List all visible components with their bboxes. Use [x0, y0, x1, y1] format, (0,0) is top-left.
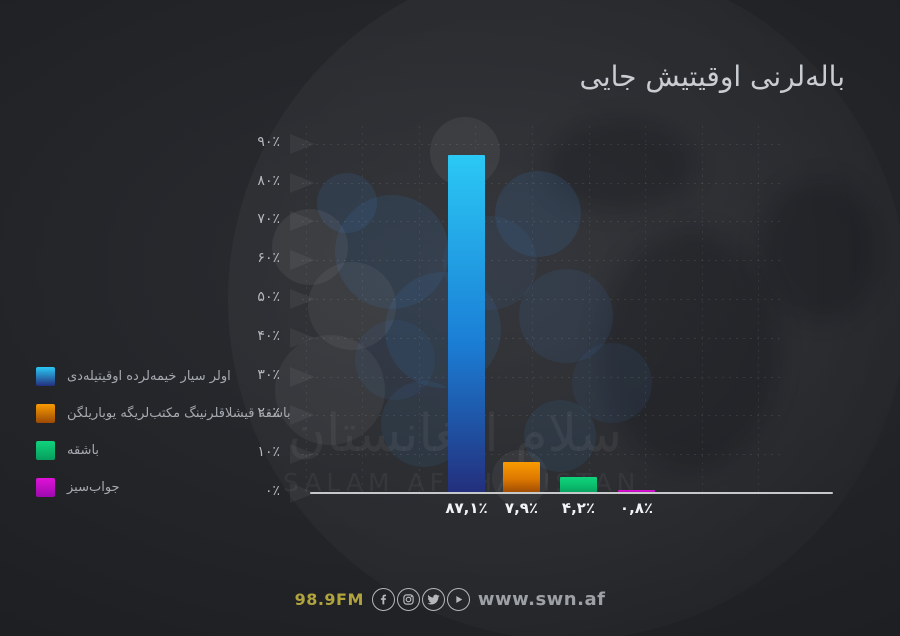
bubble-decoration — [519, 269, 613, 363]
legend-swatch — [36, 440, 55, 460]
map-landmass-shape — [600, 230, 780, 470]
y-axis-arrow-icon — [290, 288, 315, 309]
gridline-vertical — [418, 126, 420, 493]
facebook-icon — [371, 588, 395, 611]
bar — [618, 489, 655, 493]
y-axis-arrow-icon — [290, 444, 315, 465]
y-tick-label: ٣٠٪ — [257, 366, 280, 383]
legend-label: باشقه قیشلاقلرنینگ مکتب‌لریگه یوباریلگن — [67, 405, 291, 421]
legend-item: باشقه — [36, 440, 99, 460]
bubble-decoration — [275, 335, 385, 445]
bar — [503, 462, 540, 493]
map-landmass-shape — [760, 180, 880, 320]
y-tick-label: ٧٠٪ — [257, 211, 280, 228]
play-icon — [446, 588, 470, 611]
legend-item: جواب‌سیز — [36, 477, 120, 497]
y-tick-label: ٠٪ — [264, 483, 280, 499]
bubble-decoration — [308, 262, 396, 350]
legend-label: اولر سیار خیمه‌لرده اوقیتیله‌دی — [67, 368, 231, 384]
gridline-vertical — [758, 126, 760, 493]
gridline-horizontal — [302, 298, 780, 300]
gridline-vertical — [701, 126, 703, 493]
bubble-decoration — [572, 343, 652, 423]
y-tick-label: ۴٠٪ — [257, 327, 280, 344]
map-landmass-shape — [545, 120, 695, 210]
instagram-icon — [396, 588, 420, 611]
y-axis-arrow-icon — [290, 211, 315, 232]
y-tick-label: ٢٠٪ — [257, 405, 280, 422]
bubble-decoration — [355, 320, 435, 400]
legend-item: اولر سیار خیمه‌لرده اوقیتیله‌دی — [36, 366, 231, 386]
footer-bar: 98.9FM www.swn.af — [0, 588, 900, 611]
y-tick-label: ۵٠٪ — [257, 288, 280, 305]
twitter-icon — [421, 588, 445, 611]
gridline-horizontal — [302, 415, 780, 417]
website-label: www.swn.af — [477, 589, 606, 610]
y-axis-arrow-icon — [290, 405, 315, 426]
y-axis-arrow-icon — [290, 172, 315, 193]
gridline-horizontal — [302, 143, 780, 145]
y-axis-arrow-icon — [290, 483, 315, 503]
legend-swatch — [36, 403, 55, 423]
bar-value-label: ٧,٩٪ — [504, 499, 539, 517]
gridline-horizontal — [302, 221, 780, 223]
gridline-horizontal — [302, 454, 780, 456]
gridline-horizontal — [302, 260, 780, 262]
gridline-vertical — [531, 126, 533, 493]
y-tick-label: ١٠٪ — [257, 444, 280, 461]
legend-swatch — [36, 366, 55, 386]
gridline-vertical — [588, 126, 590, 493]
world-map-watermark — [228, 0, 900, 636]
bubble-decoration — [495, 171, 581, 257]
bubble-decoration — [272, 209, 348, 285]
chart-title: باله‌لرنی اوقیتیش جایی — [579, 60, 845, 93]
legend-label: باشقه — [67, 442, 100, 458]
gridline-horizontal — [302, 376, 780, 378]
x-axis-line — [310, 492, 833, 494]
social-icons-group — [371, 588, 470, 611]
y-axis-arrow-icon — [290, 366, 315, 387]
gridline-horizontal — [302, 182, 780, 184]
gridline-vertical — [362, 126, 364, 493]
bar-value-label: ۴,٢٪ — [561, 499, 596, 517]
bar-value-label: ٠,٨٪ — [619, 499, 654, 517]
y-axis-arrow-icon — [290, 327, 315, 348]
bubble-decoration — [317, 173, 377, 233]
gridline-horizontal — [302, 337, 780, 339]
bubble-decoration — [524, 400, 596, 472]
bar — [560, 476, 597, 493]
bar — [448, 154, 485, 493]
legend-item: باشقه قیشلاقلرنینگ مکتب‌لریگه یوباریلگن — [36, 403, 291, 423]
bar-value-label: ٨٧,١٪ — [445, 499, 488, 517]
y-tick-label: ٨٠٪ — [257, 172, 280, 189]
y-tick-label: ٩٠٪ — [257, 133, 280, 150]
bubble-decoration — [335, 195, 449, 309]
legend-label: جواب‌سیز — [67, 479, 120, 495]
gridline-vertical — [645, 126, 647, 493]
radio-frequency-label: 98.9FM — [294, 590, 364, 609]
y-axis-arrow-icon — [290, 250, 315, 271]
y-tick-label: ۶٠٪ — [257, 250, 280, 267]
y-axis-arrow-icon — [290, 133, 315, 154]
gridline-vertical — [305, 126, 307, 493]
legend-swatch — [36, 477, 55, 497]
